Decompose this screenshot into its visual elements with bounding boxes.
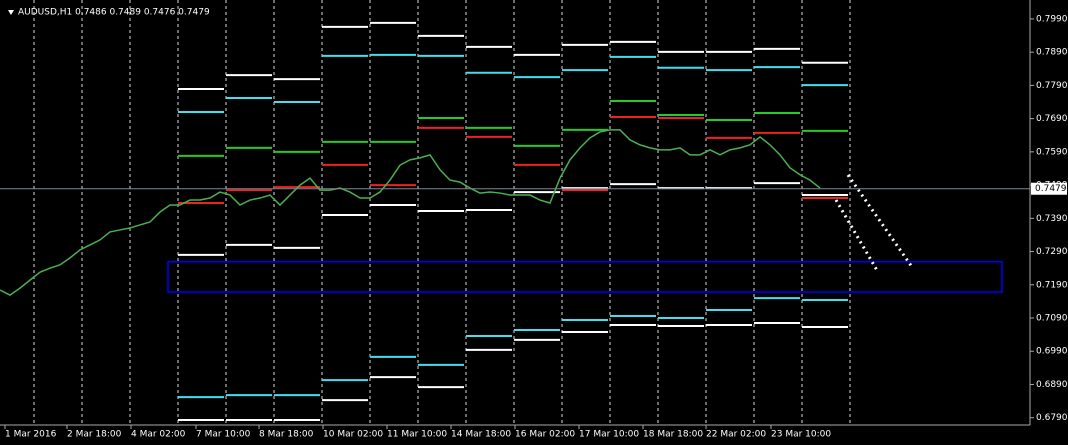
x-tick-label: 14 Mar 18:00 [451, 430, 511, 440]
menu-arrow [8, 10, 14, 15]
y-tick-label: 0.7790 [1036, 81, 1068, 91]
x-tick-label: 10 Mar 02:00 [323, 430, 383, 440]
y-tick-label: 0.7690 [1036, 114, 1068, 124]
y-tick-label: 0.7590 [1036, 147, 1068, 157]
x-tick-label: 8 Mar 18:00 [259, 430, 314, 440]
x-tick-label: 23 Mar 10:00 [771, 430, 831, 440]
x-tick-label: 7 Mar 10:00 [196, 430, 251, 440]
x-tick-label: 18 Mar 18:00 [643, 430, 703, 440]
y-tick-label: 0.6890 [1036, 380, 1068, 390]
y-tick-label: 0.6790 [1036, 413, 1068, 423]
x-tick-label: 22 Mar 02:00 [706, 430, 766, 440]
x-tick-label: 1 Mar 2016 [5, 430, 57, 440]
y-tick-label: 0.7090 [1036, 314, 1068, 324]
chart-title: AUDUSD,H1 0.7486 0.7489 0.7476 0.7479 [18, 8, 210, 18]
y-tick-label: 0.7990 [1036, 14, 1068, 24]
y-tick-label: 0.7390 [1036, 214, 1068, 224]
y-tick-label: 0.7290 [1036, 247, 1068, 257]
x-tick-label: 17 Mar 10:00 [579, 430, 639, 440]
x-tick-label: 4 Mar 02:00 [131, 430, 186, 440]
y-tick-label: 0.7190 [1036, 280, 1068, 290]
zone [167, 261, 1003, 293]
current-price-box [1031, 182, 1067, 195]
y-tick-label: 0.6990 [1036, 347, 1068, 357]
x-tick-label: 16 Mar 02:00 [515, 430, 575, 440]
price-line [0, 129, 821, 296]
x-tick-label: 2 Mar 18:00 [67, 430, 122, 440]
y-tick-label: 0.7890 [1036, 48, 1068, 58]
x-tick-label: 11 Mar 10:00 [387, 430, 447, 440]
projection [834, 199, 880, 273]
current-price-label: 0.7479 [1035, 184, 1067, 194]
projection [846, 174, 914, 268]
